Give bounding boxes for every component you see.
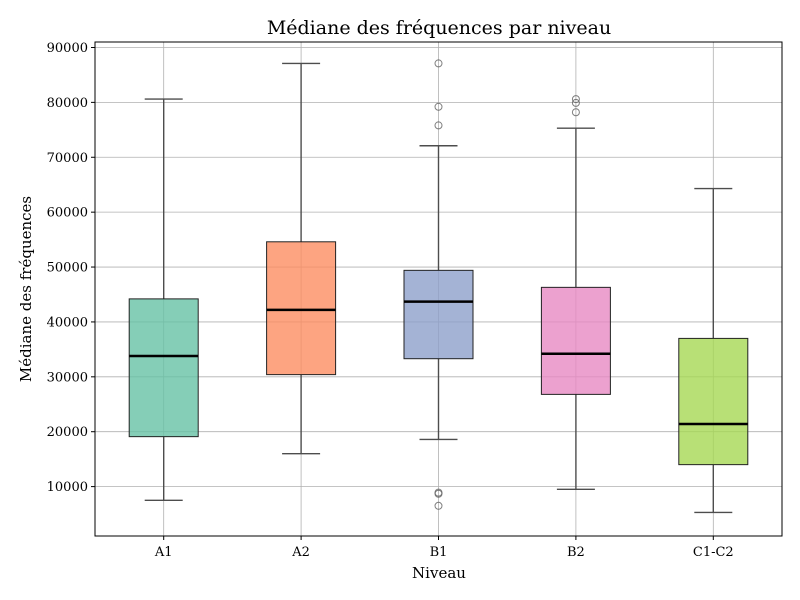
outlier-point [434, 102, 443, 111]
iqr-box [266, 241, 337, 376]
box-b2 [540, 95, 611, 491]
box-layer [128, 59, 749, 514]
y-axis-label: Médiane des fréquences [17, 196, 35, 382]
tick-layer: 10000 20000 30000 40000 50000 60000 70000 80000… [47, 41, 734, 560]
y-tick-label: 90000 [47, 41, 88, 56]
box-a2 [266, 62, 337, 455]
y-tick-label: 40000 [47, 315, 88, 330]
iqr-box [678, 337, 749, 466]
y-tick-label: 60000 [47, 206, 88, 221]
outlier-point [571, 108, 580, 117]
y-tick-label: 10000 [47, 480, 88, 495]
outlier-point [434, 121, 443, 130]
box-a1 [128, 98, 199, 502]
y-tick-label: 20000 [47, 425, 88, 440]
y-tick-label: 80000 [47, 96, 88, 111]
outlier-point [434, 489, 443, 498]
iqr-box [128, 298, 199, 438]
y-tick-label: 50000 [47, 261, 88, 276]
outlier-point [571, 95, 580, 104]
box-b1 [403, 59, 474, 510]
iqr-box [540, 286, 611, 395]
x-tick-label: A2 [291, 545, 310, 560]
outlier-point [434, 501, 443, 510]
y-tick-label: 30000 [47, 370, 88, 385]
chart-title: Médiane des fréquences par niveau [267, 17, 611, 39]
box-c1-c2 [678, 187, 749, 514]
outlier-point [571, 98, 580, 107]
x-tick-label: C1-C2 [693, 545, 734, 560]
x-axis-label: Niveau [412, 564, 466, 582]
outlier-point [434, 59, 443, 68]
x-tick-label: B1 [430, 545, 448, 560]
x-tick-label: A1 [154, 545, 173, 560]
iqr-box [403, 269, 474, 360]
y-tick-label: 70000 [47, 151, 88, 166]
x-tick-label: B2 [567, 545, 585, 560]
